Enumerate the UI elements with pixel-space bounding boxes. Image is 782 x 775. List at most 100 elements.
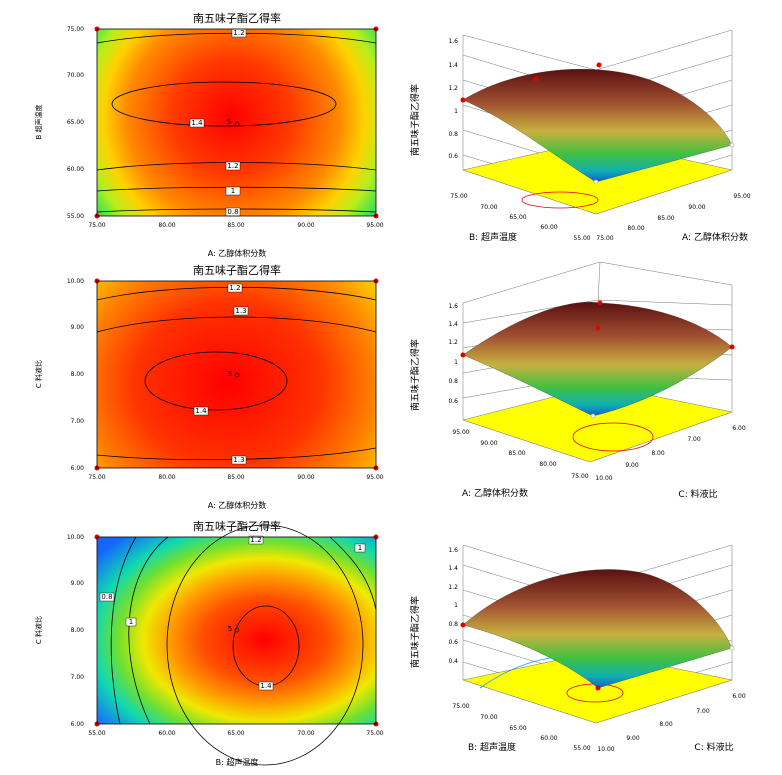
chart-4-y-tick: 7.00 bbox=[687, 436, 701, 443]
chart-1-center-label: 5 bbox=[227, 118, 231, 126]
chart-2-x-tick: 95.00 bbox=[733, 193, 750, 200]
design-point bbox=[729, 645, 735, 651]
chart-5-contour-line bbox=[110, 536, 137, 725]
chart-3-contour-line bbox=[144, 351, 288, 411]
chart-5-contour-label: 0.8 bbox=[101, 593, 112, 601]
chart-2-y-tick: 75.00 bbox=[450, 193, 467, 200]
chart-5-center-label: 5 bbox=[228, 625, 232, 633]
chart-3-x-tick: 90.00 bbox=[297, 474, 314, 481]
chart-5-y-tick: 8.00 bbox=[71, 627, 85, 634]
chart-5-x-tick: 60.00 bbox=[158, 730, 175, 737]
chart-2-z-tick: 1.2 bbox=[448, 85, 458, 92]
design-point bbox=[533, 76, 539, 82]
chart-4-z-tick: 1.2 bbox=[448, 339, 458, 346]
chart-3-x-tick: 80.00 bbox=[158, 474, 175, 481]
chart-4-x-tick: 75.00 bbox=[571, 473, 588, 480]
chart-5-contour-label: 1 bbox=[358, 544, 362, 552]
chart-1-x-tick: 80.00 bbox=[158, 222, 175, 229]
chart-5-x-tick: 55.00 bbox=[88, 730, 105, 737]
surface-plot-2: 1.6 1.4 1.2 1 0.8 0.6 75.00 80.00 85.00 … bbox=[409, 261, 746, 500]
chart-4-z-label: 南五味子酯乙得率 bbox=[409, 339, 421, 411]
chart-6-x-tick: 60.00 bbox=[540, 735, 557, 742]
chart-4-z-tick: 1.6 bbox=[448, 303, 458, 310]
chart-6-x-tick: 75.00 bbox=[452, 703, 469, 710]
chart-2-z-tick: 0.6 bbox=[448, 153, 458, 160]
chart-2-z-tick: 1.6 bbox=[448, 38, 458, 45]
chart-2-base-contour bbox=[521, 191, 599, 209]
chart-1-y-label: B 超声温度 bbox=[34, 104, 43, 139]
chart-4-x-tick: 80.00 bbox=[539, 461, 556, 468]
design-point bbox=[595, 325, 601, 331]
chart-6-z-tick: 1.6 bbox=[448, 547, 458, 554]
chart-1-y-tick: 65.00 bbox=[67, 119, 84, 126]
chart-3-x-tick: 85.00 bbox=[227, 474, 244, 481]
surface-plot-1: 1.6 1.4 1.2 1 0.8 0.6 75.00 80.00 85.00 … bbox=[409, 29, 751, 243]
chart-5-y-tick: 10.00 bbox=[67, 534, 84, 541]
chart-5-x-tick: 65.00 bbox=[227, 730, 244, 737]
chart-1-x-label: A: 乙醇体积分数 bbox=[208, 248, 267, 258]
chart-2-y-tick: 70.00 bbox=[480, 204, 497, 211]
chart-6-z-label: 南五味子酯乙得率 bbox=[409, 596, 421, 668]
chart-1-y-tick: 75.00 bbox=[67, 26, 84, 33]
chart-4-y-tick: 10.00 bbox=[595, 475, 612, 482]
chart-6-y-tick: 9.00 bbox=[626, 735, 640, 742]
chart-1-y-tick: 60.00 bbox=[67, 166, 84, 173]
chart-5-title: 南五味子酯乙得率 bbox=[193, 519, 281, 533]
chart-3-x-label: A: 乙醇体积分数 bbox=[208, 500, 267, 510]
chart-4-x-label: A: 乙醇体积分数 bbox=[462, 487, 528, 499]
chart-6-x-tick: 55.00 bbox=[573, 745, 590, 752]
design-point bbox=[460, 97, 466, 103]
design-point bbox=[595, 685, 601, 691]
chart-6-surface bbox=[462, 569, 733, 689]
chart-5-contour-line bbox=[128, 536, 169, 725]
design-point bbox=[596, 62, 602, 68]
chart-2-y-tick: 60.00 bbox=[540, 224, 557, 231]
chart-1-x-tick: 95.00 bbox=[366, 222, 383, 229]
chart-5-contour-label: 1 bbox=[129, 618, 133, 626]
chart-3-y-label: C 料液比 bbox=[34, 360, 43, 388]
chart-2-z-tick: 1.4 bbox=[448, 62, 458, 69]
design-point bbox=[590, 413, 596, 419]
chart-4-y-tick: 8.00 bbox=[651, 450, 665, 457]
design-point bbox=[460, 622, 466, 628]
chart-3-design-point bbox=[234, 372, 240, 378]
chart-3-y-tick: 8.00 bbox=[71, 371, 85, 378]
chart-5-contour-label: 1.4 bbox=[260, 682, 272, 690]
chart-6-z-tick: 0.6 bbox=[448, 639, 458, 646]
chart-4-y-label: C: 料液比 bbox=[678, 488, 717, 500]
chart-1-x-tick: 75.00 bbox=[88, 222, 105, 229]
chart-1-y-tick: 70.00 bbox=[67, 72, 84, 79]
chart-1-contour-label: 1 bbox=[231, 187, 235, 195]
chart-1-y-tick: 55.00 bbox=[67, 213, 84, 220]
chart-5-y-tick: 7.00 bbox=[71, 674, 85, 681]
chart-2-x-tick: 75.00 bbox=[596, 235, 613, 242]
chart-6-z-tick: 0.4 bbox=[448, 658, 458, 665]
chart-6-x-tick: 65.00 bbox=[509, 725, 526, 732]
chart-4-x-tick: 90.00 bbox=[480, 440, 497, 447]
chart-2-surface bbox=[462, 69, 733, 183]
chart-4-x-tick: 85.00 bbox=[508, 450, 525, 457]
chart-3-title: 南五味子酯乙得率 bbox=[193, 263, 281, 277]
chart-5-y-label: C 料液比 bbox=[34, 616, 43, 644]
chart-3-contour-label: 1.3 bbox=[235, 307, 246, 315]
design-point bbox=[729, 344, 735, 350]
chart-1-x-tick: 90.00 bbox=[297, 222, 314, 229]
contour-plot-3: 南五味子酯乙得率 1.2 1 0.8 1 1.4 5 bbox=[34, 519, 384, 767]
chart-5-x-tick: 75.00 bbox=[366, 730, 383, 737]
chart-2-y-tick: 55.00 bbox=[573, 235, 590, 242]
chart-1-title: 南五味子酯乙得率 bbox=[193, 11, 281, 25]
chart-1-contour-label: 1.4 bbox=[191, 119, 203, 127]
chart-4-z-tick: 1 bbox=[454, 359, 458, 366]
chart-1-surface bbox=[97, 29, 376, 216]
chart-3-x-tick: 75.00 bbox=[88, 474, 105, 481]
chart-4-y-tick: 9.00 bbox=[625, 462, 639, 469]
chart-5-x-label: B: 超声温度 bbox=[216, 757, 259, 767]
chart-3-contour-label: 1.3 bbox=[233, 456, 244, 464]
chart-6-y-tick: 10.00 bbox=[597, 746, 614, 753]
chart-5-contour-label: 1.2 bbox=[250, 536, 261, 544]
chart-1-contour-label: 0.8 bbox=[227, 208, 238, 216]
chart-2-x-tick: 80.00 bbox=[627, 225, 644, 232]
design-point bbox=[460, 352, 466, 358]
chart-2-x-tick: 85.00 bbox=[657, 215, 674, 222]
